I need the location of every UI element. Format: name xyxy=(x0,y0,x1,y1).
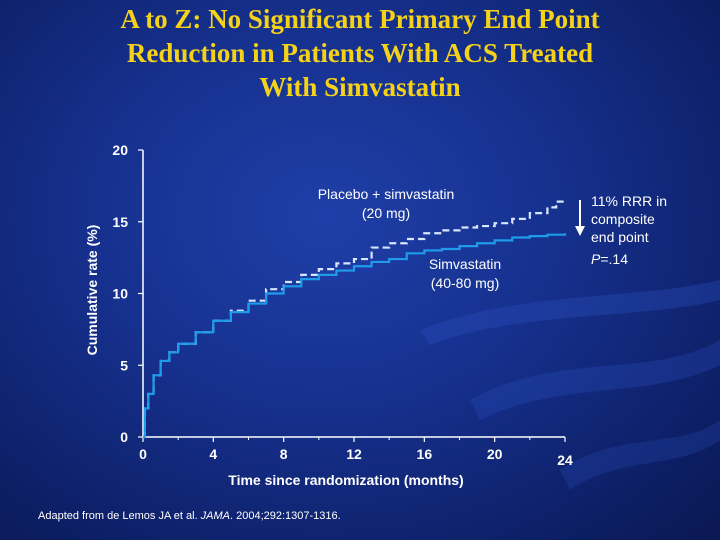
p-value: =.14 xyxy=(600,251,628,267)
chart-series xyxy=(143,200,567,439)
down-arrow-head-icon xyxy=(575,226,585,236)
rrr-annotation-line: 11% RRR in xyxy=(591,193,667,209)
x-tick-label: 0 xyxy=(139,446,147,462)
x-tick-label: 12 xyxy=(346,446,362,462)
y-tick-label: 10 xyxy=(112,286,128,302)
placebo-series-line xyxy=(143,200,565,439)
source-suffix: . 2004;292:1307-1316. xyxy=(230,510,341,522)
x-axis-label: Time since randomization (months) xyxy=(228,472,463,488)
x-tick-label: 24 xyxy=(557,452,573,468)
title-line-3: With Simvastatin xyxy=(259,72,461,102)
p-value-annotation: P=.14 xyxy=(591,251,628,267)
simvastatin-series-label: (40-80 mg) xyxy=(431,275,499,291)
y-tick-label: 5 xyxy=(120,357,128,373)
x-tick-label: 20 xyxy=(487,446,503,462)
x-tick-label: 8 xyxy=(280,446,288,462)
rrr-annotation-line: end point xyxy=(591,229,649,245)
p-label: P xyxy=(591,251,601,267)
simvastatin-series-line xyxy=(143,233,567,439)
simvastatin-series-label: Simvastatin xyxy=(429,256,501,272)
slide-title: A to Z: No Significant Primary End Point… xyxy=(20,2,700,104)
chart-axes: 0 5 10 15 20 0 4 8 12 16 20 24 xyxy=(112,142,573,468)
source-citation: Adapted from de Lemos JA et al. JAMA. 20… xyxy=(38,510,341,522)
rrr-annotation-line: composite xyxy=(591,211,655,227)
y-tick-label: 15 xyxy=(112,214,128,230)
x-tick-label: 4 xyxy=(209,446,217,462)
title-line-1: A to Z: No Significant Primary End Point xyxy=(120,4,600,34)
y-axis-label: Cumulative rate (%) xyxy=(84,225,100,356)
title-line-2: Reduction in Patients With ACS Treated xyxy=(126,38,594,68)
source-prefix: Adapted from de Lemos JA et al. xyxy=(38,510,201,522)
placebo-series-label: (20 mg) xyxy=(362,205,410,221)
y-tick-label: 0 xyxy=(120,429,128,445)
chart-labels: Placebo + simvastatin (20 mg) Simvastatin (… xyxy=(318,186,667,291)
source-journal: JAMA xyxy=(200,510,230,522)
x-tick-label: 16 xyxy=(417,446,433,462)
y-tick-label: 20 xyxy=(112,142,128,158)
placebo-series-label: Placebo + simvastatin xyxy=(318,186,455,202)
